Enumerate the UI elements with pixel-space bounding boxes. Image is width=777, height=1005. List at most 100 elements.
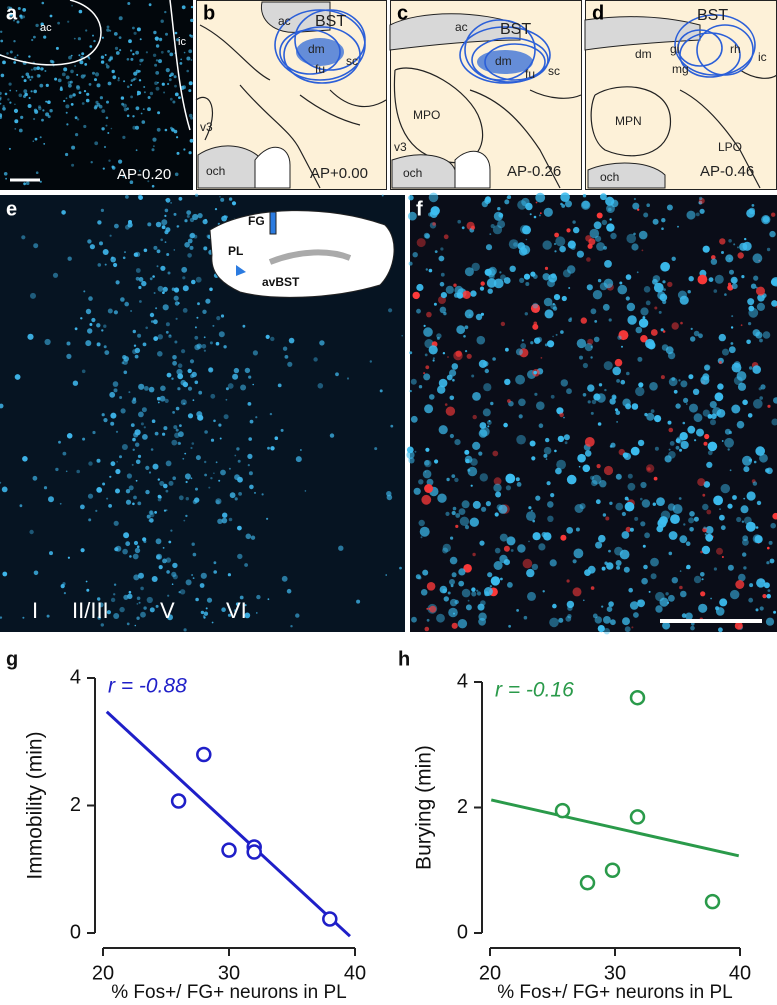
cell (652, 275, 661, 283)
cell (643, 286, 651, 293)
cell (595, 499, 601, 505)
cell (148, 519, 151, 522)
cell (115, 488, 120, 494)
cell (729, 269, 734, 275)
cell (567, 240, 576, 249)
cells (0, 1, 194, 188)
cell (94, 141, 99, 146)
cell (149, 607, 155, 613)
cell (104, 54, 107, 56)
cell (429, 605, 437, 613)
cell (153, 145, 155, 148)
cell (178, 495, 184, 501)
cell (733, 376, 743, 385)
cell (771, 418, 777, 426)
cell (442, 352, 446, 355)
cell (120, 408, 126, 414)
cell (748, 207, 756, 215)
cell (45, 100, 48, 103)
cell (759, 453, 768, 463)
cell (582, 393, 587, 397)
cell (167, 50, 171, 53)
cell (35, 23, 39, 28)
cell (618, 330, 629, 341)
cell (622, 452, 629, 459)
cell (542, 590, 545, 593)
cell (82, 437, 86, 441)
cell (538, 214, 541, 217)
cell (110, 412, 117, 419)
cell (120, 96, 125, 100)
cell (472, 414, 477, 420)
cell (574, 504, 584, 513)
cell (624, 501, 635, 512)
cell (465, 604, 472, 611)
cell (420, 536, 423, 539)
cell (40, 67, 44, 71)
region-label: ic (758, 50, 767, 64)
cell (438, 425, 448, 435)
cell (771, 300, 777, 307)
cell (418, 479, 424, 485)
cell (288, 337, 295, 344)
cell (234, 474, 240, 481)
cell (654, 306, 658, 310)
cell (477, 603, 485, 611)
cell (586, 257, 591, 262)
cell (204, 460, 207, 464)
cell (525, 202, 533, 211)
cell (409, 389, 412, 393)
cell (255, 612, 258, 614)
cell (115, 51, 120, 55)
cell (482, 361, 489, 367)
cell (693, 516, 699, 522)
cell (467, 466, 478, 477)
cell (196, 411, 203, 418)
cell (759, 338, 763, 343)
inset-label: avBST (262, 275, 300, 289)
cell (531, 456, 536, 461)
cell (660, 262, 670, 272)
cell (379, 389, 383, 393)
cell (631, 403, 639, 410)
cell (682, 421, 686, 425)
cell (526, 568, 535, 578)
cell (87, 239, 92, 244)
cell (0, 616, 3, 619)
cell (127, 222, 133, 228)
cell (66, 341, 71, 346)
cell (721, 440, 724, 442)
cell (548, 273, 558, 283)
outline (169, 0, 191, 131)
cell (700, 591, 706, 597)
cell (528, 540, 530, 543)
cell (133, 495, 137, 500)
cell (549, 559, 557, 567)
cell (157, 478, 160, 481)
cell (434, 459, 439, 464)
cell (140, 611, 146, 618)
cell (235, 602, 240, 606)
cell (222, 512, 228, 518)
cell (210, 477, 213, 480)
cell (255, 416, 258, 419)
cell (41, 118, 44, 122)
cell (408, 261, 413, 266)
cell (101, 36, 104, 39)
cell (165, 322, 170, 327)
cell (155, 86, 160, 91)
cell (33, 66, 37, 71)
cell (174, 432, 180, 439)
cell (71, 145, 76, 150)
cell (604, 260, 612, 268)
cell (701, 578, 704, 581)
cell (450, 536, 454, 540)
region-label: ac (40, 22, 52, 34)
x-tick-label: 20 (92, 962, 114, 984)
cell (432, 222, 436, 226)
y-tick-label: 0 (457, 921, 468, 943)
cell (200, 572, 207, 579)
cell (78, 9, 83, 14)
cell (462, 290, 471, 299)
cell (192, 399, 195, 402)
